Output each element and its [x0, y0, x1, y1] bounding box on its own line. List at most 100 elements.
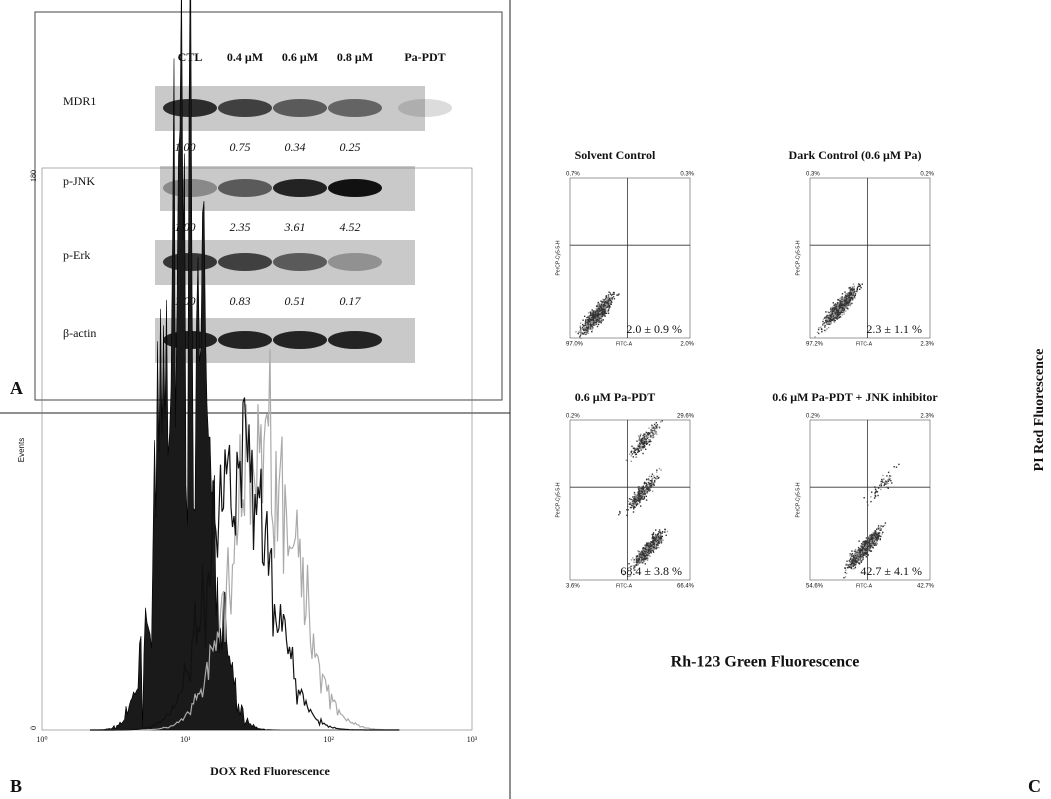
event-dot	[603, 301, 604, 302]
event-dot	[853, 289, 854, 290]
event-dot	[634, 507, 635, 508]
event-dot	[654, 480, 655, 481]
panel-label: B	[10, 776, 22, 796]
event-dot	[595, 322, 596, 323]
event-dot	[638, 496, 639, 497]
event-dot	[880, 528, 881, 529]
event-dot	[849, 292, 850, 293]
event-dot	[575, 331, 576, 332]
x-tick-label: 10³	[467, 735, 478, 744]
event-dot	[613, 292, 614, 293]
event-dot	[638, 488, 639, 489]
event-dot	[633, 511, 634, 512]
event-dot	[584, 329, 585, 330]
event-dot	[582, 324, 583, 325]
event-dot	[876, 543, 877, 544]
event-dot	[846, 300, 847, 301]
event-dot	[634, 559, 635, 560]
event-dot	[862, 548, 863, 549]
event-dot	[630, 502, 631, 503]
event-dot	[614, 298, 615, 299]
event-dot	[844, 291, 845, 292]
event-dot	[647, 554, 648, 555]
event-dot	[658, 537, 659, 538]
event-dot	[870, 542, 871, 543]
event-dot	[838, 309, 839, 310]
blot-band	[273, 331, 327, 349]
event-dot	[826, 324, 827, 325]
event-dot	[585, 321, 586, 322]
event-dot	[586, 329, 587, 330]
event-dot	[632, 496, 633, 497]
event-dot	[839, 314, 840, 315]
event-dot	[604, 307, 605, 308]
event-dot	[608, 309, 609, 310]
event-dot	[863, 555, 864, 556]
event-dot	[653, 538, 654, 539]
event-dot	[598, 304, 599, 305]
event-dot	[850, 296, 851, 297]
event-dot	[880, 489, 881, 490]
event-dot	[658, 478, 659, 479]
event-dot	[649, 476, 650, 477]
event-dot	[643, 555, 644, 556]
event-dot	[873, 543, 874, 544]
event-dot	[660, 534, 661, 535]
event-dot	[858, 541, 859, 542]
event-dot	[842, 314, 843, 315]
event-dot	[631, 559, 632, 560]
event-dot	[853, 559, 854, 560]
event-dot	[644, 545, 645, 546]
event-dot	[644, 558, 645, 559]
event-dot	[589, 323, 590, 324]
event-dot	[597, 305, 598, 306]
event-dot	[845, 294, 846, 295]
event-dot	[650, 441, 651, 442]
event-dot	[644, 482, 645, 483]
event-dot	[818, 329, 819, 330]
quadrant-percent: 42.7%	[917, 584, 935, 590]
blot-band	[328, 331, 382, 349]
event-dot	[646, 543, 647, 544]
event-dot	[817, 332, 818, 333]
row-label: p-JNK	[63, 174, 95, 188]
event-dot	[846, 306, 847, 307]
event-dot	[643, 489, 644, 490]
event-dot	[608, 294, 609, 295]
event-dot	[656, 471, 657, 472]
event-dot	[653, 426, 654, 427]
event-dot	[657, 541, 658, 542]
event-dot	[601, 303, 602, 304]
event-dot	[840, 316, 841, 317]
event-dot	[592, 309, 593, 310]
event-dot	[881, 479, 882, 480]
event-dot	[649, 439, 650, 440]
event-dot	[637, 452, 638, 453]
event-dot	[874, 497, 875, 498]
event-dot	[843, 312, 844, 313]
event-dot	[852, 295, 853, 296]
quadrant-percent: 0.3%	[680, 172, 694, 178]
event-dot	[591, 331, 592, 332]
event-dot	[866, 556, 867, 557]
event-dot	[642, 559, 643, 560]
event-dot	[843, 302, 844, 303]
event-dot	[646, 441, 647, 442]
event-dot	[580, 328, 581, 329]
event-dot	[845, 570, 846, 571]
event-dot	[592, 327, 593, 328]
event-dot	[649, 549, 650, 550]
quadrant-percent: 2.3%	[920, 414, 934, 420]
plot-title: Solvent Control	[575, 148, 656, 162]
event-dot	[841, 300, 842, 301]
event-dot	[861, 560, 862, 561]
event-dot	[854, 297, 855, 298]
event-dot	[831, 314, 832, 315]
event-dot	[613, 296, 614, 297]
quadrant-percent: 3.6%	[566, 584, 580, 590]
event-dot	[896, 467, 897, 468]
event-dot	[833, 312, 834, 313]
event-dot	[859, 286, 860, 287]
event-dot	[873, 547, 874, 548]
event-dot	[639, 493, 640, 494]
